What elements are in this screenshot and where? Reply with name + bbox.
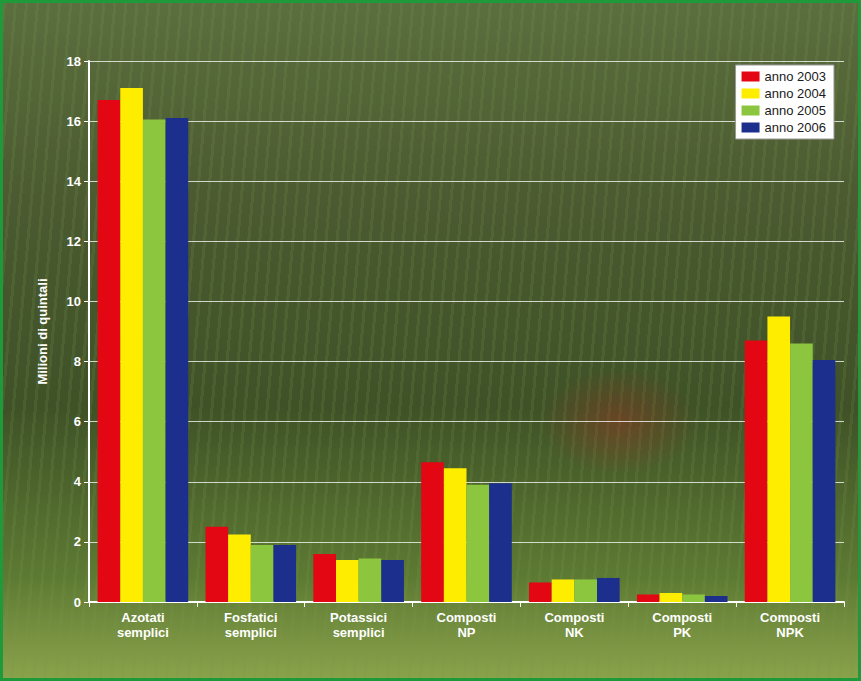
svg-text:Composti: Composti <box>437 610 497 625</box>
svg-text:anno 2003: anno 2003 <box>765 69 826 84</box>
svg-text:NP: NP <box>457 625 475 640</box>
svg-text:Composti: Composti <box>544 610 604 625</box>
svg-text:Composti: Composti <box>652 610 712 625</box>
svg-text:NPK: NPK <box>776 625 804 640</box>
svg-text:10: 10 <box>67 294 81 309</box>
svg-text:semplici: semplici <box>117 625 169 640</box>
svg-text:semplici: semplici <box>225 625 277 640</box>
svg-text:18: 18 <box>67 54 81 69</box>
svg-text:semplici: semplici <box>333 625 385 640</box>
svg-text:4: 4 <box>74 474 82 489</box>
svg-text:14: 14 <box>67 174 82 189</box>
svg-text:8: 8 <box>74 354 81 369</box>
svg-text:0: 0 <box>74 595 81 610</box>
svg-text:Composti: Composti <box>760 610 820 625</box>
svg-text:12: 12 <box>67 234 81 249</box>
svg-text:anno 2004: anno 2004 <box>765 86 826 101</box>
svg-text:16: 16 <box>67 114 81 129</box>
svg-text:NK: NK <box>565 625 584 640</box>
svg-text:Fosfatici: Fosfatici <box>224 610 277 625</box>
svg-text:Potassici: Potassici <box>330 610 387 625</box>
svg-text:PK: PK <box>673 625 692 640</box>
svg-text:Azotati: Azotati <box>121 610 164 625</box>
svg-text:anno 2005: anno 2005 <box>765 103 826 118</box>
svg-text:6: 6 <box>74 414 81 429</box>
svg-text:anno 2006: anno 2006 <box>765 120 826 135</box>
svg-text:2: 2 <box>74 534 81 549</box>
svg-text:Milioni di quintali: Milioni di quintali <box>35 278 50 384</box>
